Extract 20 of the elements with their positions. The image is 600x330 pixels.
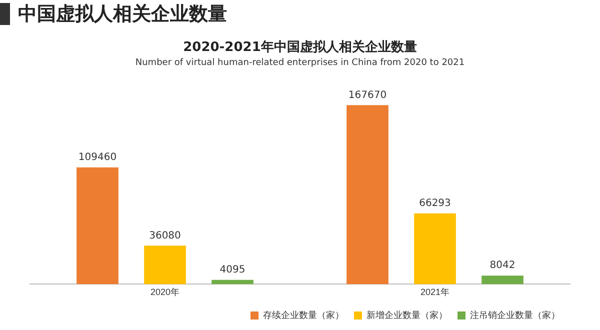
- chart-subtitle: Number of virtual human-related enterprises in China from 2020 to 2021: [134, 58, 466, 68]
- bar: [144, 246, 186, 284]
- legend-label: 新增企业数量（家）: [366, 310, 448, 320]
- data-label: 4095: [220, 264, 246, 276]
- x-tick-label: 2020年: [150, 287, 180, 298]
- chart-title: 2020-2021年中国虚拟人相关企业数量: [182, 38, 418, 56]
- bar: [76, 167, 118, 284]
- legend-label: 存续企业数量（家）: [263, 310, 344, 320]
- bar: [414, 213, 456, 284]
- bar: [482, 276, 524, 284]
- legend-label: 注吊销企业数量（家）: [470, 310, 560, 320]
- x-tick-label: 2021年: [420, 287, 450, 298]
- data-label: 167670: [348, 90, 387, 101]
- data-label: 8042: [490, 260, 516, 272]
- data-label: 66293: [419, 198, 451, 210]
- data-label: 36080: [149, 230, 181, 242]
- bar: [212, 280, 254, 284]
- text: 中国虚拟人相关企业数量: [18, 2, 227, 27]
- data-label: 109460: [78, 152, 117, 163]
- bar: [346, 105, 388, 284]
